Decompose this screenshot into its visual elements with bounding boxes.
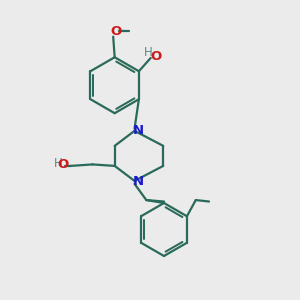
Text: O: O [110, 25, 121, 38]
Text: N: N [133, 175, 144, 188]
Text: O: O [150, 50, 162, 63]
Text: O: O [58, 158, 69, 171]
Text: H: H [53, 157, 62, 170]
Text: N: N [133, 124, 144, 137]
Text: H: H [144, 46, 153, 59]
